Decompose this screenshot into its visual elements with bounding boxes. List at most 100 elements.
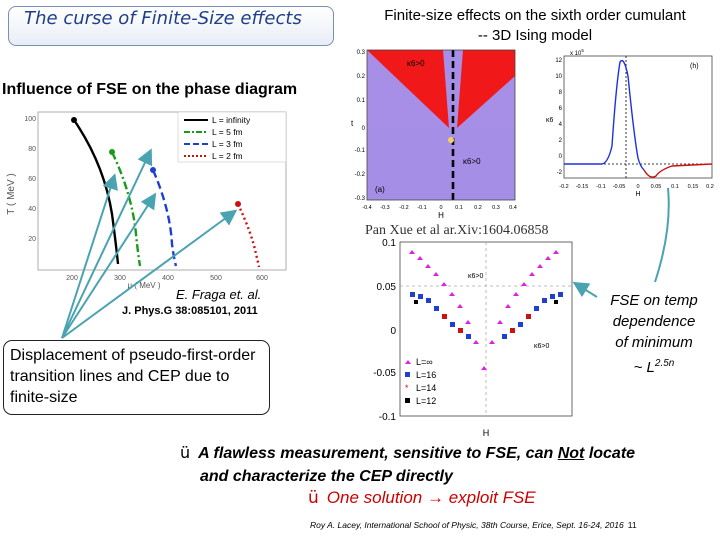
displacement-callout: Displacement of pseudo-first-order trans… xyxy=(3,340,270,415)
curve-l-infinity xyxy=(73,119,120,265)
y-tick: 12 xyxy=(555,58,562,64)
legend-marker xyxy=(405,360,411,364)
y-tick: -0.1 xyxy=(355,148,366,154)
legend-entry: L=∞ xyxy=(416,357,433,367)
y-tick: 0.2 xyxy=(357,74,366,80)
x-tick: -0.15 xyxy=(576,184,589,190)
x-tick: 0.1 xyxy=(671,184,679,190)
left-positive-region xyxy=(367,50,449,128)
y-axis-label: κ6 xyxy=(546,117,554,124)
legend-marker xyxy=(405,372,410,377)
x-tick: 0 xyxy=(439,205,442,211)
arrow-icon: → xyxy=(426,488,444,507)
x-tick: 0.2 xyxy=(474,205,482,211)
curve-to-note-arrow xyxy=(654,187,670,283)
legend-entry: L=14 xyxy=(416,383,436,393)
legend-marker: * xyxy=(405,383,409,393)
x-axis-label: H xyxy=(635,191,640,196)
y-tick: 0 xyxy=(362,126,366,132)
panel-label: (h) xyxy=(690,63,699,70)
callout-arrows xyxy=(61,148,238,339)
colored-marker-series xyxy=(410,292,563,339)
legend-entry: L = 3 fm xyxy=(212,139,243,149)
legend-entry: L=12 xyxy=(416,396,436,406)
x-axis-label: H xyxy=(438,211,444,220)
y-tick: 0.3 xyxy=(357,50,366,56)
y-tick: 100 xyxy=(24,116,36,123)
y-tick: 80 xyxy=(28,146,36,153)
x-tick: -0.4 xyxy=(362,205,371,211)
x-tick: 0.05 xyxy=(651,184,662,190)
y-tick: -2 xyxy=(557,170,563,176)
x-tick: 500 xyxy=(210,275,222,282)
legend-entry: L=16 xyxy=(416,370,436,380)
cep-point-l-3fm xyxy=(150,167,156,173)
x-tick: 600 xyxy=(256,275,268,282)
pan-xue-citation: Pan Xue et al ar.Xiv:1604.06858 xyxy=(365,223,549,238)
y-tick: 40 xyxy=(28,206,36,213)
panel-label: (a) xyxy=(375,185,385,194)
footer-credit: Roy A. Lacey, International School of Ph… xyxy=(310,520,624,530)
kappa6-curve-red xyxy=(643,163,713,178)
page-number: 11 xyxy=(627,520,637,530)
x-tick: 300 xyxy=(114,275,126,282)
plot-frame xyxy=(366,49,516,201)
x-axis-label: H xyxy=(483,428,490,438)
fse-note: FSE on temp dependence of minimum ~ L2.5… xyxy=(590,290,718,378)
kappa6-scan-plot: 0.1 0.05 0 -0.05 -0.1 H κ6>0 κ6>0 L=∞ L=… xyxy=(373,238,573,438)
fse-line: FSE on temp xyxy=(610,292,698,309)
x-tick: 400 xyxy=(162,275,174,282)
fse-phase-diagram-plot: T ( MeV ) 100 80 60 40 20 200 300 400 50… xyxy=(6,111,287,290)
x-tick: -0.1 xyxy=(596,184,605,190)
legend-entry: L = infinity xyxy=(212,115,251,125)
critical-point-marker xyxy=(448,137,454,143)
y-axis-label: T ( MeV ) xyxy=(6,173,17,214)
y-tick: 20 xyxy=(28,236,36,243)
x-axis-label: μ ( MeV ) xyxy=(127,281,160,290)
fraga-reference: E. Fraga et. al. xyxy=(176,287,262,302)
footer: Roy A. Lacey, International School of Ph… xyxy=(310,520,637,530)
slide-title: The curse of Finite-Size effects xyxy=(24,8,302,29)
sixth-order-cumulant-heading: Finite-size effects on the sixth order c… xyxy=(350,6,720,46)
fse-line: dependence xyxy=(612,313,696,330)
lower-region xyxy=(367,128,515,200)
legend-entry: L = 5 fm xyxy=(212,127,243,137)
y-tick: 8 xyxy=(559,90,563,96)
kappa6-curve-plot: x 105 κ6 12 10 8 6 4 2 0 -2 (h) -0.2 -0.… xyxy=(546,48,714,196)
x-tick: 0.2 xyxy=(706,184,714,190)
y-tick: -0.2 xyxy=(355,172,366,178)
solution-statement: ü One solution → exploit FSE xyxy=(308,488,536,508)
kappa-upper-label: κ6>0 xyxy=(468,273,483,280)
x-tick: 0.1 xyxy=(455,205,463,211)
check-icon: ü xyxy=(308,488,319,508)
phase-diagram-heading: Influence of FSE on the phase diagram xyxy=(2,81,298,98)
fse-line: of minimum xyxy=(615,334,693,351)
kappa6-curve-blue xyxy=(564,59,645,171)
legend-entry: L = 2 fm xyxy=(212,151,243,161)
curve-l-5fm xyxy=(110,151,142,267)
y-tick: 0.1 xyxy=(382,238,396,249)
lower-region-label: κ6>0 xyxy=(463,157,481,166)
y-tick: 4 xyxy=(559,122,563,128)
legend-marker xyxy=(405,398,410,403)
y-tick: -0.3 xyxy=(355,196,366,202)
heading-right-line2: -- 3D Ising model xyxy=(477,27,593,44)
check-icon: ü xyxy=(180,443,191,462)
y-tick: 10 xyxy=(555,74,562,80)
y-tick: 60 xyxy=(28,176,36,183)
kappa6-sign-phase-plot: κ6>0 κ6>0 (a) t 0.3 0.2 0.1 0 -0.1 -0.2 … xyxy=(351,49,517,220)
y-tick: -0.05 xyxy=(373,368,396,379)
x-tick: -0.2 xyxy=(559,184,568,190)
y-tick: 0 xyxy=(559,154,563,160)
fse-arrow xyxy=(572,281,598,298)
title-box xyxy=(8,6,334,46)
x-tick: -0.3 xyxy=(380,205,389,211)
kappa-lower-label: κ6>0 xyxy=(534,343,549,350)
cep-point-l-infinity xyxy=(71,117,77,123)
x-tick: 200 xyxy=(66,275,78,282)
exponent-label: x 105 xyxy=(570,48,584,57)
fse-scaling: ~ L2.5n xyxy=(633,358,675,376)
journal-reference: J. Phys.G 38:085101, 2011 xyxy=(122,305,258,317)
cep-point-l-5fm xyxy=(109,149,115,155)
